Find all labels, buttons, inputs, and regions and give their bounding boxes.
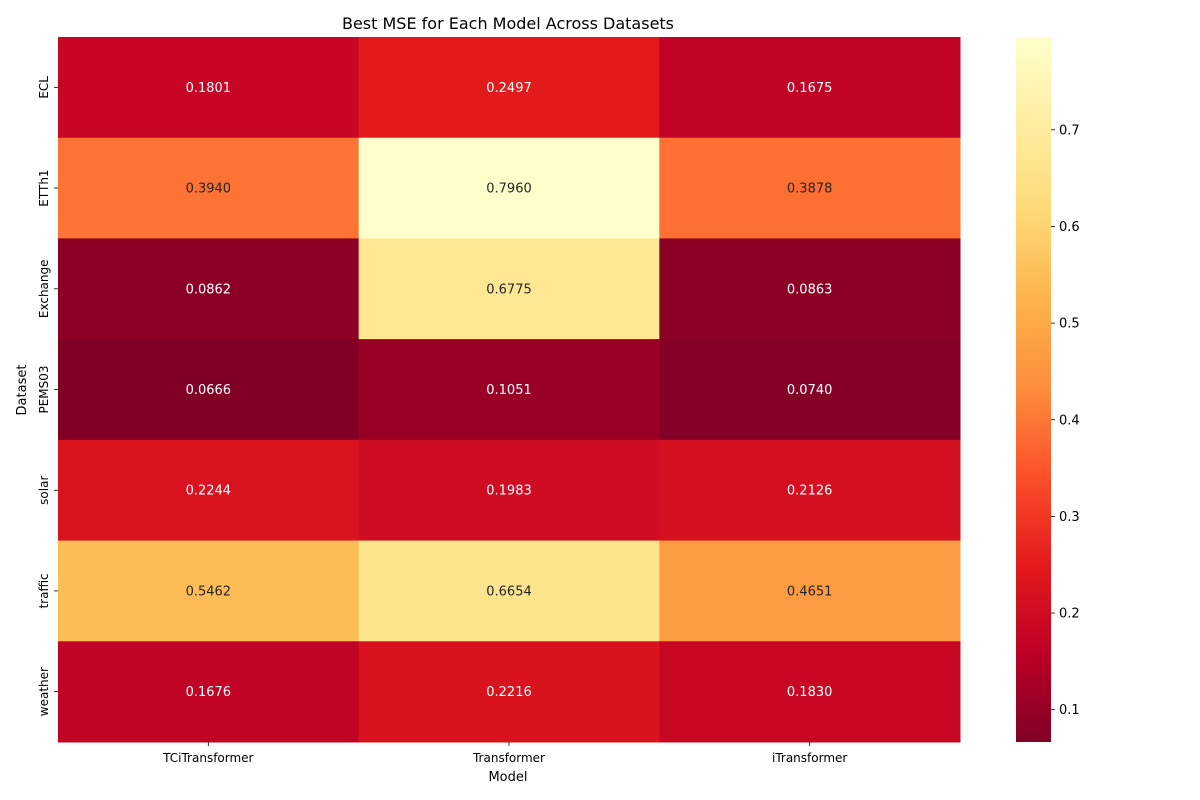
cell-value-label: 0.2497	[486, 81, 532, 96]
x-axis-ticks: TCiTransformer Transformer iTransformer	[162, 742, 847, 765]
cell-value-label: 0.0740	[787, 383, 833, 398]
heatmap-cell	[358, 238, 660, 340]
y-tick-label: PEMS03	[37, 365, 51, 413]
y-axis-label: Dataset	[15, 365, 30, 416]
colorbar-tick-label: 0.2	[1059, 607, 1080, 622]
y-tick-label: ETTh1	[37, 169, 51, 206]
cell-value-label: 0.6654	[486, 584, 532, 599]
colorbar-ticks: 0.1 0.2 0.3 0.4 0.5 0.6 0.7	[1051, 123, 1080, 718]
x-tick-label: Transformer	[472, 751, 545, 765]
cell-value-label: 0.2126	[787, 484, 833, 499]
cell-value-label: 0.2244	[186, 484, 232, 499]
cell-value-label: 0.4651	[787, 584, 833, 599]
x-axis-label: Model	[488, 770, 527, 785]
colorbar-tick-label: 0.4	[1059, 413, 1080, 428]
heatmap-cell	[659, 339, 961, 441]
heatmap-cell	[659, 641, 961, 743]
heatmap-cell	[358, 540, 660, 642]
cell-value-label: 0.2216	[486, 685, 532, 700]
heatmap-cell	[58, 641, 360, 743]
x-tick-label: iTransformer	[772, 751, 847, 765]
heatmap-cell	[58, 540, 360, 642]
heatmap-cell	[58, 37, 360, 139]
heatmap-cell	[358, 137, 660, 239]
cell-value-label: 0.5462	[186, 584, 232, 599]
y-axis-ticks: ECL ETTh1 Exchange PEMS03 solar traffic weathe…	[37, 76, 58, 716]
colorbar-tick-label: 0.3	[1059, 510, 1080, 525]
colorbar-tick-label: 0.5	[1059, 317, 1080, 332]
cell-value-label: 0.1676	[186, 685, 232, 700]
heatmap-cell	[358, 37, 660, 139]
heatmap-cell	[659, 439, 961, 542]
y-tick-label: solar	[37, 476, 51, 505]
colorbar-tick-label: 0.6	[1059, 220, 1080, 235]
cell-value-label: 0.1983	[486, 484, 532, 499]
heatmap-cell	[659, 540, 961, 642]
colorbar-tick-label: 0.1	[1059, 703, 1080, 718]
heatmap-cell	[659, 238, 961, 340]
y-tick-label: ECL	[37, 76, 51, 99]
cell-value-label: 0.7960	[486, 182, 532, 197]
heatmap-cell	[58, 339, 360, 441]
heatmap-cell	[358, 339, 660, 441]
x-tick-label: TCiTransformer	[162, 751, 253, 765]
heatmap-cell	[358, 439, 660, 542]
cell-value-label: 0.3940	[186, 182, 232, 197]
heatmap-cell	[358, 641, 660, 743]
y-tick-label: weather	[37, 667, 51, 716]
heatmap-cells: 0.1801 0.2497 0.1675 0.3940 0.7960 0.3878 0.08…	[58, 37, 961, 743]
cell-value-label: 0.0863	[787, 282, 833, 297]
colorbar	[1016, 37, 1051, 742]
cell-value-label: 0.0862	[186, 282, 232, 297]
heatmap-cell	[58, 439, 360, 542]
heatmap-cell	[58, 137, 360, 239]
cell-value-label: 0.6775	[486, 282, 532, 297]
heatmap-cell	[659, 137, 961, 239]
cell-value-label: 0.1830	[787, 685, 833, 700]
cell-value-label: 0.1051	[486, 383, 532, 398]
y-tick-label: Exchange	[37, 259, 51, 318]
colorbar-tick-label: 0.7	[1059, 123, 1080, 138]
cell-value-label: 0.1675	[787, 81, 833, 96]
chart-title: Best MSE for Each Model Across Datasets	[342, 14, 674, 33]
cell-value-label: 0.0666	[186, 383, 232, 398]
heatmap-cell	[659, 37, 961, 139]
y-tick-label: traffic	[37, 573, 51, 608]
heatmap-cell	[58, 238, 360, 340]
cell-value-label: 0.1801	[186, 81, 232, 96]
cell-value-label: 0.3878	[787, 182, 833, 197]
